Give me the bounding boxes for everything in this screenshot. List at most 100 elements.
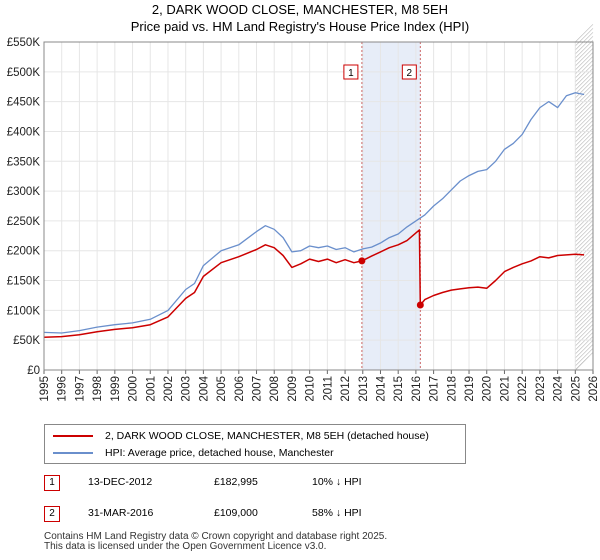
hatch-line xyxy=(575,324,594,343)
x-tick-label: 1998 xyxy=(92,376,104,402)
x-tick-label: 2024 xyxy=(553,375,565,401)
x-tick-label: 2017 xyxy=(429,376,441,402)
footer: Contains HM Land Registry data © Crown c… xyxy=(44,532,387,552)
hpi-series-line xyxy=(43,92,585,334)
x-tick-label: 2008 xyxy=(269,376,281,402)
hatch-line xyxy=(575,32,594,51)
hatch-line xyxy=(575,272,594,291)
hatch-line xyxy=(575,268,594,287)
footer-line1: Contains HM Land Registry data © Crown c… xyxy=(44,531,388,542)
legend-item-hpi: HPI: Average price, detached house, Manc… xyxy=(53,445,334,461)
hatch-line xyxy=(575,308,594,327)
y-tick-label: £550K xyxy=(7,37,41,49)
hatch-line xyxy=(575,260,594,279)
hatch-line xyxy=(575,140,594,159)
hatch-line xyxy=(575,28,594,47)
legend-label-property: 2, DARK WOOD CLOSE, MANCHESTER, M8 5EH (… xyxy=(105,430,429,442)
hatch-line xyxy=(575,168,594,187)
y-tick-label: £200K xyxy=(7,246,41,258)
sale-point xyxy=(416,301,424,309)
hatch-line xyxy=(575,224,594,243)
hatch-line xyxy=(575,180,594,199)
hatch-line xyxy=(575,112,594,131)
legend-item-property: 2, DARK WOOD CLOSE, MANCHESTER, M8 5EH (… xyxy=(53,428,429,444)
transaction-badge: 2 xyxy=(44,506,60,522)
marker-label: 1 xyxy=(348,68,354,79)
x-tick-label: 2021 xyxy=(499,376,511,402)
x-tick-label: 2002 xyxy=(163,376,175,402)
hatch-line xyxy=(575,204,594,223)
hatch-line xyxy=(575,96,594,115)
marker-label: 2 xyxy=(407,68,413,79)
hatch-line xyxy=(575,136,594,155)
hatch-line xyxy=(575,68,594,87)
hatch-line xyxy=(575,248,594,267)
hatch-line xyxy=(575,100,594,119)
hatch-line xyxy=(575,108,594,127)
x-tick-label: 2013 xyxy=(358,376,370,402)
x-tick-label: 2025 xyxy=(570,376,582,402)
x-tick-label: 2015 xyxy=(393,376,405,402)
x-tick-label: 2009 xyxy=(287,376,299,402)
hatch-line xyxy=(575,292,594,311)
hatch-line xyxy=(575,36,594,55)
hatch-line xyxy=(575,84,594,103)
x-tick-label: 2000 xyxy=(128,376,140,402)
x-tick-label: 2018 xyxy=(446,376,458,402)
hatch-line xyxy=(575,348,594,367)
hatch-line xyxy=(575,148,594,167)
x-tick-label: 2005 xyxy=(216,376,228,402)
chart-title-line1: 2, DARK WOOD CLOSE, MANCHESTER, M8 5EH xyxy=(151,2,449,17)
hatch-line xyxy=(575,156,594,175)
hatch-line xyxy=(575,44,594,63)
y-tick-label: £350K xyxy=(7,156,41,168)
marker-badge xyxy=(401,64,417,80)
hatch-line xyxy=(575,76,594,95)
y-tick-label: £300K xyxy=(7,186,41,198)
hatch-line xyxy=(575,320,594,339)
x-tick-label: 2019 xyxy=(464,376,476,402)
hatch-line xyxy=(575,80,594,99)
transaction-badge: 1 xyxy=(44,475,60,491)
hatch-line xyxy=(575,300,594,319)
hatch-line xyxy=(575,24,594,43)
transaction-price: £109,000 xyxy=(214,507,258,519)
x-tick-label: 2003 xyxy=(181,376,193,402)
chart-title-line2: Price paid vs. HM Land Registry's House … xyxy=(130,19,470,34)
hatch-line xyxy=(575,328,594,347)
hatch-line xyxy=(575,72,594,91)
hatch-line xyxy=(575,264,594,283)
hatch-line xyxy=(575,120,594,139)
hatch-line xyxy=(575,160,594,179)
y-tick-label: £100K xyxy=(7,305,41,317)
sale-point xyxy=(358,257,366,265)
y-tick-label: £50K xyxy=(13,335,40,347)
hatch-line xyxy=(575,192,594,211)
hatch-line xyxy=(575,336,594,355)
hatch-line xyxy=(575,164,594,183)
hatch-line xyxy=(575,288,594,307)
hatch-line xyxy=(575,56,594,75)
hatch-line xyxy=(575,220,594,239)
hatch-line xyxy=(575,296,594,315)
x-tick-label: 1995 xyxy=(39,376,51,402)
hatch-line xyxy=(575,184,594,203)
x-tick-label: 2022 xyxy=(517,376,529,402)
hatch-line xyxy=(575,48,594,67)
hatch-line xyxy=(575,144,594,163)
hatch-line xyxy=(575,312,594,331)
hatch-line xyxy=(575,228,594,247)
hatch-line xyxy=(575,316,594,335)
plot-frame xyxy=(43,41,594,371)
x-tick-label: 2020 xyxy=(482,376,494,402)
x-tick-label: 2001 xyxy=(145,376,157,402)
legend: 2, DARK WOOD CLOSE, MANCHESTER, M8 5EH (… xyxy=(44,424,466,464)
x-tick-label: 1999 xyxy=(110,376,122,402)
x-tick-label: 2026 xyxy=(588,376,600,402)
y-tick-label: £0 xyxy=(27,365,40,377)
highlight-band xyxy=(361,42,421,370)
hatch-line xyxy=(575,40,594,59)
hatch-line xyxy=(575,124,594,143)
hatch-line xyxy=(575,172,594,191)
x-tick-label: 2012 xyxy=(340,376,352,402)
